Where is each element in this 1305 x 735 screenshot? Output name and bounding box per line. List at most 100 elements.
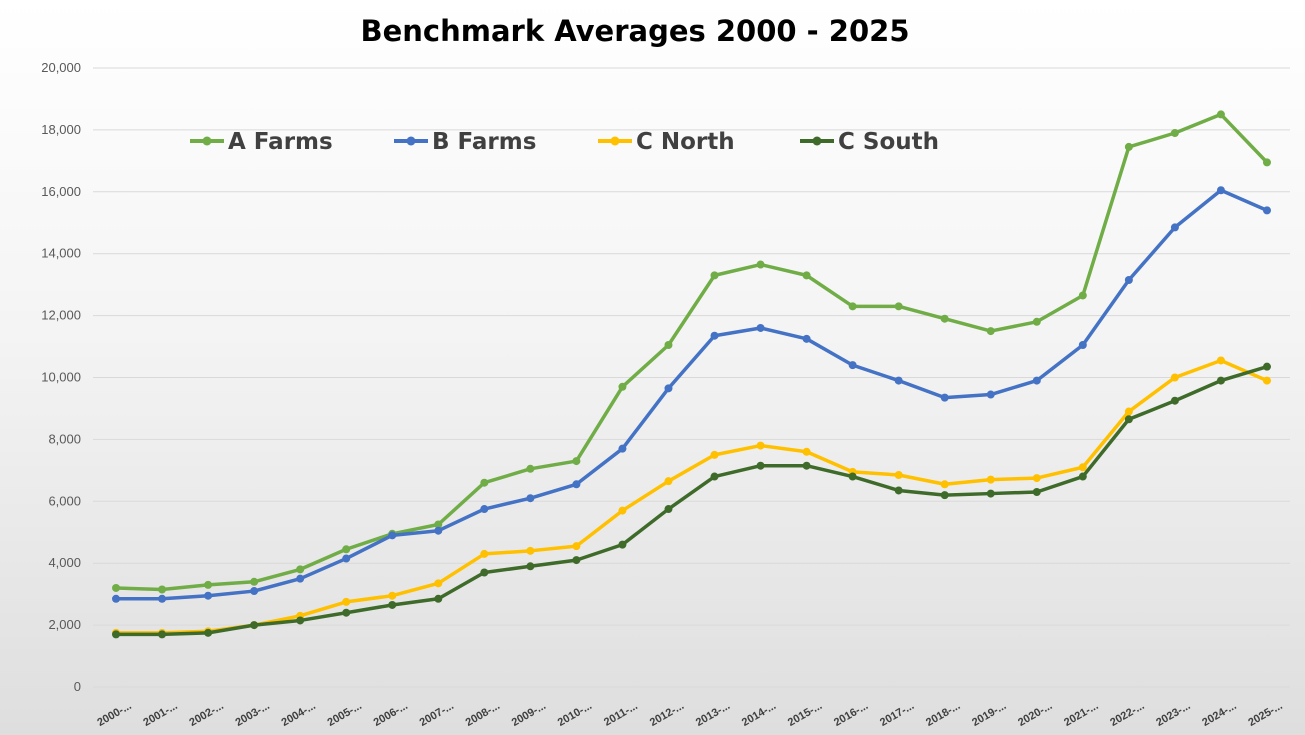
x-tick-label: 2012-...	[648, 700, 686, 729]
x-tick-label: 2024-...	[1200, 700, 1238, 729]
data-point	[1262, 376, 1271, 385]
data-point	[848, 361, 857, 370]
data-point	[434, 594, 443, 603]
data-point	[802, 447, 811, 456]
data-point	[388, 591, 397, 600]
data-point	[710, 472, 719, 481]
data-point	[572, 457, 581, 466]
data-point	[158, 630, 167, 639]
data-point	[342, 608, 351, 617]
data-point	[710, 271, 719, 280]
legend-item: C North	[598, 129, 735, 155]
series-line	[114, 188, 1269, 601]
series-line	[114, 358, 1269, 635]
data-point	[664, 384, 673, 393]
data-point	[986, 475, 995, 484]
data-point	[1032, 376, 1041, 385]
data-point	[940, 314, 949, 323]
data-point	[894, 376, 903, 385]
data-point	[756, 323, 765, 332]
legend-item: C South	[800, 129, 939, 155]
x-tick-label: 2022-...	[1108, 700, 1146, 729]
data-point	[204, 628, 213, 637]
data-point	[112, 630, 121, 639]
y-tick-label: 16,000	[41, 184, 81, 199]
x-tick-label: 2023-...	[1154, 700, 1192, 729]
data-point	[1262, 362, 1271, 371]
data-point	[342, 597, 351, 606]
data-point	[802, 334, 811, 343]
data-point	[664, 477, 673, 486]
data-point	[1124, 276, 1133, 285]
data-point	[204, 580, 213, 589]
data-point	[296, 565, 305, 574]
legend-swatch-marker	[406, 136, 416, 146]
data-point	[894, 486, 903, 495]
legend-label: B Farms	[432, 129, 536, 155]
data-point	[1216, 376, 1225, 385]
data-point	[204, 591, 213, 600]
data-point	[1032, 474, 1041, 483]
data-point	[526, 494, 535, 503]
chart-title: Benchmark Averages 2000 - 2025	[360, 14, 910, 48]
data-point	[1170, 128, 1179, 137]
data-point	[158, 594, 167, 603]
x-tick-label: 2018-...	[924, 700, 962, 729]
data-point	[572, 542, 581, 551]
legend-swatch-marker	[812, 136, 822, 146]
data-point	[250, 621, 259, 630]
y-tick-label: 12,000	[41, 308, 81, 323]
data-point	[1170, 223, 1179, 232]
y-tick-label: 6,000	[48, 493, 81, 508]
data-point	[250, 587, 259, 596]
data-point	[618, 444, 627, 453]
x-tick-label: 2002-...	[187, 700, 225, 729]
x-tick-label: 2021-...	[1062, 700, 1100, 729]
data-point	[480, 505, 489, 514]
data-point	[572, 556, 581, 565]
x-tick-label: 2001-...	[141, 700, 179, 729]
data-point	[664, 341, 673, 350]
data-point	[572, 480, 581, 489]
data-point	[756, 441, 765, 450]
y-tick-label: 14,000	[41, 246, 81, 261]
data-point	[940, 491, 949, 500]
data-point	[1032, 317, 1041, 326]
data-point	[342, 545, 351, 554]
legend-label: A Farms	[228, 129, 333, 155]
data-point	[1216, 356, 1225, 365]
legend-label: C South	[838, 129, 939, 155]
data-point	[1170, 396, 1179, 405]
x-tick-label: 2017-...	[878, 700, 916, 729]
x-tick-label: 2006-...	[372, 700, 410, 729]
series-c-south	[112, 362, 1271, 639]
series-a-farms	[112, 110, 1271, 594]
data-point	[526, 464, 535, 473]
x-tick-label: 2004-...	[280, 700, 318, 729]
data-point	[986, 327, 995, 336]
data-point	[848, 302, 857, 311]
data-point	[526, 546, 535, 555]
data-point	[296, 616, 305, 625]
x-tick-label: 2014-...	[740, 700, 778, 729]
data-point	[388, 600, 397, 609]
data-point	[1078, 341, 1087, 350]
data-point	[1216, 110, 1225, 119]
x-tick-label: 2016-...	[832, 700, 870, 729]
data-point	[434, 520, 443, 529]
data-point	[756, 461, 765, 470]
x-tick-label: 2020-...	[1016, 700, 1054, 729]
data-point	[1262, 206, 1271, 215]
data-point	[1078, 291, 1087, 300]
legend-item: A Farms	[190, 129, 333, 155]
data-point	[848, 472, 857, 481]
x-tick-label: 2003-...	[233, 700, 271, 729]
x-tick-label: 2007-...	[418, 700, 456, 729]
x-tick-label: 2009-...	[510, 700, 548, 729]
data-point	[112, 583, 121, 592]
data-point	[1216, 186, 1225, 195]
data-point	[940, 393, 949, 402]
data-point	[710, 331, 719, 340]
